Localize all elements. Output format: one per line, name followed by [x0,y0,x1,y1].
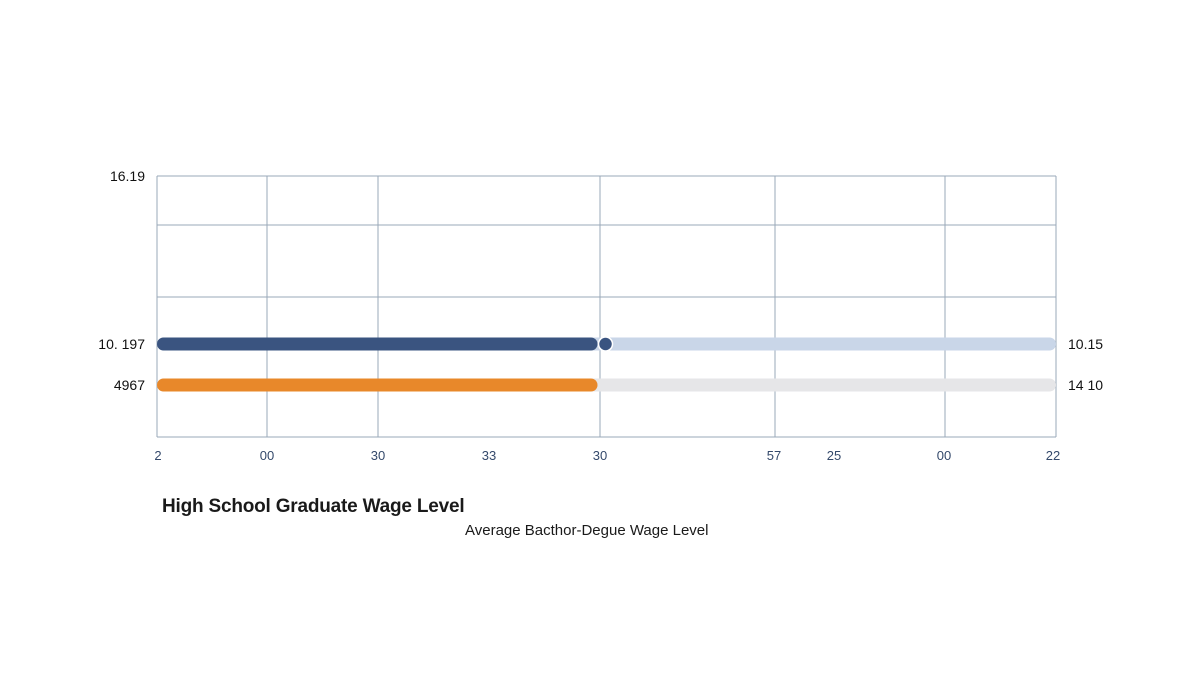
bar-left-label-0: 10. 197 [98,336,145,352]
x-tick-label-5: 57 [767,448,781,463]
bar-fill-1 [157,378,598,392]
x-tick-label-2: 30 [371,448,385,463]
labels: 10. 197 10.15 4967 14 10 16.19 2 00 30 33 30 57 25 0… [98,168,1103,463]
x-tick-label-7: 00 [937,448,951,463]
x-tick-label-6: 25 [827,448,841,463]
bar-marker-0 [597,336,614,352]
bar-fill-0 [157,337,598,351]
x-tick-label-8: 22 [1046,448,1060,463]
y-top-label: 16.19 [110,168,145,184]
x-tick-label-3: 33 [482,448,496,463]
bars [157,336,1056,392]
legend-primary-label: High School Graduate Wage Level [162,496,465,517]
bar-right-label-0: 10.15 [1068,336,1103,352]
x-tick-label-1: 00 [260,448,274,463]
x-tick-label-4: 30 [593,448,607,463]
x-tick-label-0: 2 [154,448,161,463]
grid [156,175,1057,438]
bar-right-label-1: 14 10 [1068,377,1103,393]
bar-left-label-1: 4967 [114,377,145,393]
legend-secondary-label: Average Bacthor-Degue Wage Level [465,522,709,539]
